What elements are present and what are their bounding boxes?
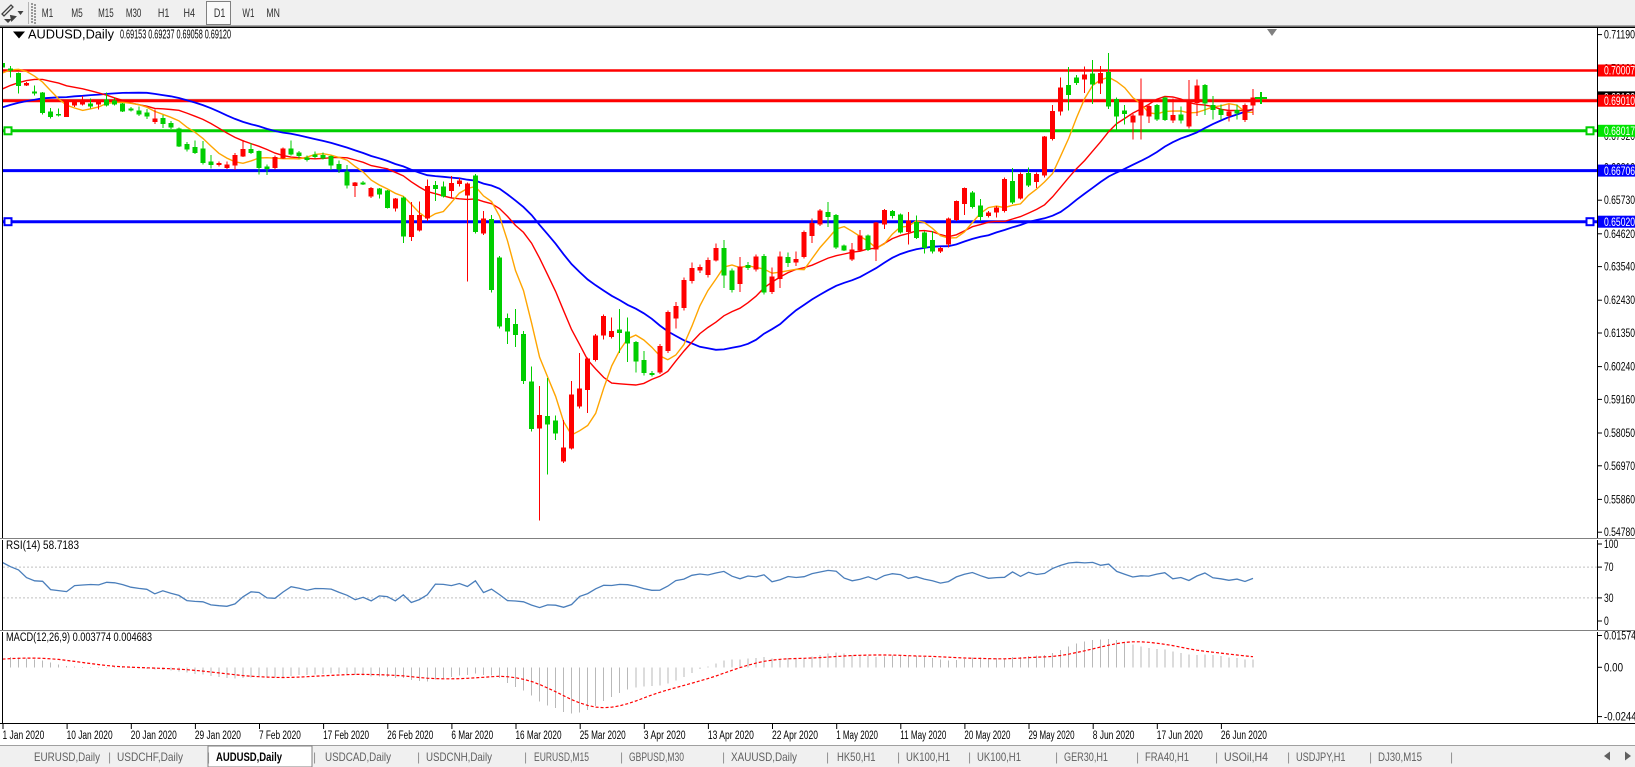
svg-text:FRA40,H1: FRA40,H1 — [1145, 750, 1189, 764]
svg-text:EURUSD,Daily: EURUSD,Daily — [34, 750, 100, 764]
svg-text:EURUSD,M15: EURUSD,M15 — [534, 750, 589, 764]
svg-text:70: 70 — [1604, 562, 1614, 574]
svg-text:|: | — [1450, 750, 1453, 764]
svg-text:|: | — [968, 750, 971, 764]
svg-text:0.68017: 0.68017 — [1604, 126, 1635, 138]
svg-text:11 May 2020: 11 May 2020 — [900, 730, 946, 742]
svg-text:MACD(12,26,9) 0.003774 0.00468: MACD(12,26,9) 0.003774 0.004683 — [6, 632, 152, 644]
svg-text:0.55860: 0.55860 — [1604, 494, 1635, 506]
svg-text:10 Jan 2020: 10 Jan 2020 — [67, 730, 113, 742]
svg-text:DJ30,M15: DJ30,M15 — [1378, 750, 1422, 764]
svg-text:|: | — [417, 750, 420, 764]
svg-text:29 Jan 2020: 29 Jan 2020 — [195, 730, 241, 742]
svg-text:17 Feb 2020: 17 Feb 2020 — [323, 730, 369, 742]
svg-text:RSI(14) 58.7183: RSI(14) 58.7183 — [6, 540, 79, 552]
svg-text:|: | — [722, 750, 725, 764]
svg-text:UK100,H1: UK100,H1 — [906, 750, 950, 764]
svg-text:25 Mar 2020: 25 Mar 2020 — [580, 730, 626, 742]
svg-text:0.62430: 0.62430 — [1604, 295, 1635, 307]
svg-text:0.71190: 0.71190 — [1604, 30, 1635, 42]
svg-text:AUDUSD,Daily: AUDUSD,Daily — [28, 27, 114, 42]
svg-text:M5: M5 — [71, 6, 83, 20]
svg-text:0.69010: 0.69010 — [1604, 96, 1635, 108]
svg-text:0.66706: 0.66706 — [1604, 166, 1635, 178]
svg-text:0: 0 — [1604, 616, 1609, 628]
svg-text:M1: M1 — [42, 6, 54, 20]
svg-text:0.65020: 0.65020 — [1604, 217, 1635, 229]
svg-text:USDCHF,Daily: USDCHF,Daily — [117, 750, 183, 764]
svg-text:100: 100 — [1604, 539, 1618, 551]
svg-text:UK100,H1: UK100,H1 — [977, 750, 1021, 764]
svg-text:GER30,H1: GER30,H1 — [1064, 750, 1108, 764]
svg-text:|: | — [108, 750, 111, 764]
svg-text:0.63540: 0.63540 — [1604, 262, 1635, 274]
svg-text:0.58050: 0.58050 — [1604, 428, 1635, 440]
svg-text:0.56970: 0.56970 — [1604, 461, 1635, 473]
svg-text:|: | — [1215, 750, 1218, 764]
svg-text:AUDUSD,Daily: AUDUSD,Daily — [216, 750, 282, 764]
svg-text:13 Apr 2020: 13 Apr 2020 — [708, 730, 754, 742]
svg-text:W1: W1 — [242, 6, 254, 20]
svg-text:|: | — [897, 750, 900, 764]
svg-text:XAUUSD,Daily: XAUUSD,Daily — [731, 750, 797, 764]
svg-text:0.59160: 0.59160 — [1604, 394, 1635, 406]
svg-text:D1: D1 — [214, 6, 226, 20]
svg-text:0.65730: 0.65730 — [1604, 195, 1635, 207]
svg-text:USDCAD,Daily: USDCAD,Daily — [325, 750, 391, 764]
svg-text:0.69153 0.69237 0.69058 0.6912: 0.69153 0.69237 0.69058 0.69120 — [120, 27, 231, 42]
svg-text:M15: M15 — [98, 6, 114, 20]
svg-text:7 Feb 2020: 7 Feb 2020 — [259, 730, 301, 742]
svg-text:H4: H4 — [184, 6, 196, 20]
svg-text:26 Feb 2020: 26 Feb 2020 — [387, 730, 433, 742]
svg-text:3 Apr 2020: 3 Apr 2020 — [644, 730, 686, 742]
svg-text:|: | — [1369, 750, 1372, 764]
svg-text:20 Jan 2020: 20 Jan 2020 — [131, 730, 177, 742]
svg-text:30: 30 — [1604, 593, 1614, 605]
svg-text:0.54780: 0.54780 — [1604, 527, 1635, 539]
svg-text:1 May 2020: 1 May 2020 — [836, 730, 878, 742]
svg-text:USOil,H4: USOil,H4 — [1224, 750, 1268, 764]
svg-text:26 Jun 2020: 26 Jun 2020 — [1221, 730, 1267, 742]
svg-text:17 Jun 2020: 17 Jun 2020 — [1157, 730, 1203, 742]
svg-text:USDCNH,Daily: USDCNH,Daily — [426, 750, 492, 764]
svg-text:|: | — [1136, 750, 1139, 764]
svg-text:MN: MN — [266, 6, 280, 20]
svg-text:M30: M30 — [126, 6, 142, 20]
svg-text:0.60240: 0.60240 — [1604, 362, 1635, 374]
svg-text:6 Mar 2020: 6 Mar 2020 — [451, 730, 493, 742]
svg-text:8 Jun 2020: 8 Jun 2020 — [1093, 730, 1135, 742]
svg-text:|: | — [1287, 750, 1290, 764]
svg-text:1 Jan 2020: 1 Jan 2020 — [3, 730, 45, 742]
svg-text:0.015743: 0.015743 — [1604, 631, 1635, 643]
svg-text:HK50,H1: HK50,H1 — [837, 750, 876, 764]
svg-text:GBPUSD,M30: GBPUSD,M30 — [629, 750, 684, 764]
svg-text:|: | — [207, 750, 210, 764]
svg-text:0.70007: 0.70007 — [1604, 66, 1635, 78]
svg-text:0.64620: 0.64620 — [1604, 229, 1635, 241]
svg-text:|: | — [826, 750, 829, 764]
svg-text:16 Mar 2020: 16 Mar 2020 — [516, 730, 562, 742]
svg-text:29 May 2020: 29 May 2020 — [1029, 730, 1075, 742]
svg-text:|: | — [524, 750, 527, 764]
svg-text:0.00: 0.00 — [1604, 662, 1623, 674]
svg-text:22 Apr 2020: 22 Apr 2020 — [772, 730, 818, 742]
svg-text:20 May 2020: 20 May 2020 — [964, 730, 1010, 742]
svg-text:|: | — [313, 750, 316, 764]
svg-text:|: | — [1055, 750, 1058, 764]
svg-text:H1: H1 — [158, 6, 170, 20]
svg-text:USDJPY,H1: USDJPY,H1 — [1296, 750, 1346, 764]
svg-text:0.61350: 0.61350 — [1604, 328, 1635, 340]
svg-text:|: | — [620, 750, 623, 764]
